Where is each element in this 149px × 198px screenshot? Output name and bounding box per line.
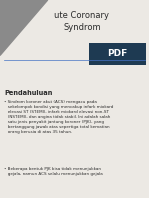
- Text: • Sindrom koroner akut (ACS) mengacu pada
   sekelompok kondisi yang mencakup in: • Sindrom koroner akut (ACS) mengacu pad…: [4, 100, 114, 134]
- FancyBboxPatch shape: [89, 43, 146, 65]
- Text: PDF: PDF: [108, 50, 128, 58]
- Polygon shape: [0, 0, 48, 55]
- Text: ute Coronary
Syndrom: ute Coronary Syndrom: [54, 11, 110, 32]
- Text: Pendahuluan: Pendahuluan: [4, 90, 53, 96]
- Text: • Beberapa bentuk PJK bisa tidak menunjukkan
   gejala, namun ACS selalu menunju: • Beberapa bentuk PJK bisa tidak menunju…: [4, 167, 103, 176]
